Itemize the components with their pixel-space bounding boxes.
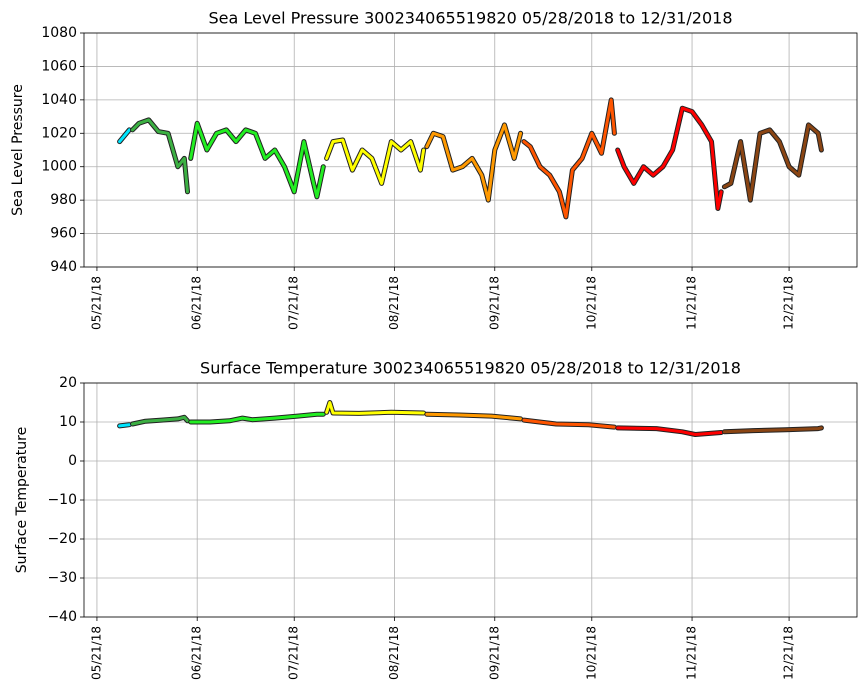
axes-frame (83, 382, 858, 618)
series-line (616, 106, 723, 210)
y-tick-label: 1040 (41, 92, 77, 108)
y-tick-label: 0 (68, 453, 77, 469)
series-line (425, 412, 523, 421)
series-line (722, 426, 823, 434)
y-tick-label: −30 (47, 570, 77, 586)
y-tick-label: −40 (47, 609, 77, 625)
y-tick-label: 20 (59, 375, 77, 391)
series-line (118, 423, 131, 428)
x-tick-label: 06/21/18 (190, 626, 204, 680)
x-tick-label: 10/21/18 (584, 626, 598, 680)
y-axis-label: Surface Temperature (14, 427, 30, 573)
y-tick-label: 940 (50, 259, 77, 275)
x-tick-label: 11/21/18 (685, 626, 699, 680)
chart-title: Surface Temperature 300234065519820 05/2… (200, 359, 741, 378)
y-tick-label: 1020 (41, 125, 77, 141)
x-tick-label: 12/21/18 (782, 276, 796, 330)
y-tick-label: 1080 (41, 25, 77, 41)
subplot: Sea Level Pressure 300234065519820 05/28… (10, 9, 858, 330)
x-tick-label: 08/21/18 (387, 626, 401, 680)
subplot: Surface Temperature 300234065519820 05/2… (14, 359, 858, 680)
series-line (131, 118, 189, 194)
series-line (325, 401, 426, 415)
y-tick-label: 10 (59, 414, 77, 430)
series-line (118, 128, 131, 144)
series-outline (324, 137, 427, 186)
x-tick-label: 05/21/18 (89, 626, 103, 680)
series-line (189, 121, 325, 199)
x-tick-label: 06/21/18 (190, 276, 204, 330)
y-tick-label: −10 (47, 492, 77, 508)
x-tick-label: 08/21/18 (387, 276, 401, 330)
y-tick-label: 960 (50, 226, 77, 242)
x-tick-label: 05/21/18 (89, 276, 103, 330)
series-line (189, 412, 325, 424)
series-line (616, 426, 723, 436)
x-tick-label: 09/21/18 (487, 626, 501, 680)
x-tick-label: 07/21/18 (287, 626, 301, 680)
series-line (522, 418, 616, 429)
y-tick-label: 980 (50, 192, 77, 208)
chart-title: Sea Level Pressure 300234065519820 05/28… (208, 9, 732, 28)
series-line (722, 123, 823, 202)
series-line (325, 138, 426, 185)
x-tick-label: 07/21/18 (287, 276, 301, 330)
y-tick-label: 1000 (41, 159, 77, 175)
axes-frame (83, 32, 858, 268)
series-line (131, 415, 189, 426)
y-axis-label: Sea Level Pressure (10, 84, 26, 216)
x-tick-label: 12/21/18 (782, 626, 796, 680)
x-tick-label: 09/21/18 (487, 276, 501, 330)
x-tick-label: 10/21/18 (584, 276, 598, 330)
series-line (522, 98, 616, 219)
y-tick-label: −20 (47, 531, 77, 547)
x-tick-label: 11/21/18 (685, 276, 699, 330)
y-tick-label: 1060 (41, 58, 77, 74)
series-line (425, 123, 523, 202)
